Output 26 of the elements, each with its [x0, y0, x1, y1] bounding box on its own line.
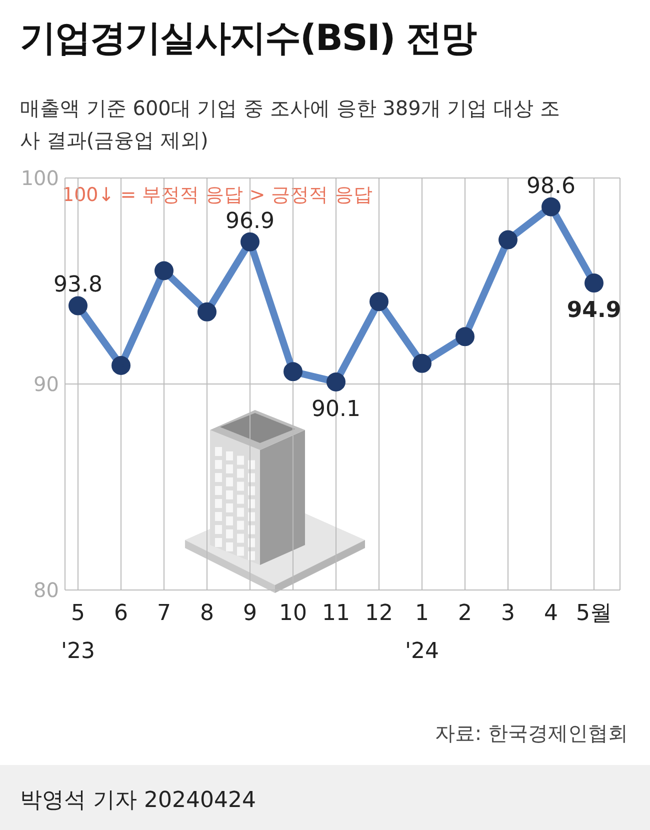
text: 자료: 한국경제인협회	[434, 720, 628, 747]
y-tick-label: 90	[34, 372, 59, 396]
x-tick-label: 10	[279, 601, 307, 626]
x-tick-label: 7	[157, 601, 171, 626]
annotation: 100↓ = 부정적 응답 > 긍정적 응답	[62, 183, 372, 208]
x-tick-label: 3	[501, 601, 515, 626]
x-tick-label: 9	[243, 601, 257, 626]
chart-subtitle: 매출액 기준 600대 기업 중 조사에 응한 389개 기업 대상 조사 결과(금융업 제외)	[20, 95, 561, 154]
data-label: 96.9	[226, 208, 274, 234]
chart-title: 기업경기실사지수(BSI) 전망	[20, 17, 476, 61]
x-tick-label: 4	[544, 601, 558, 626]
x-tick-label: 1 '24	[404, 601, 440, 664]
data-label: 93.8	[54, 272, 102, 298]
data-label: 94.9	[566, 298, 622, 324]
x-tick-label: 11	[322, 601, 350, 626]
data-label: 90.1	[312, 396, 360, 422]
x-tick-label: 5월	[576, 601, 612, 626]
y-tick-label: 80	[34, 578, 59, 602]
x-tick-label: 6	[114, 601, 128, 626]
x-tick-label: 5 '23	[60, 601, 96, 664]
y-tick-label: 100	[20, 166, 59, 190]
x-tick-label: 8	[200, 601, 214, 626]
data-label: 98.6	[526, 174, 576, 199]
x-tick-label: 12	[365, 601, 393, 626]
x-tick-label: 2	[458, 601, 472, 626]
text: 박영석 기자 20240424	[20, 787, 256, 815]
